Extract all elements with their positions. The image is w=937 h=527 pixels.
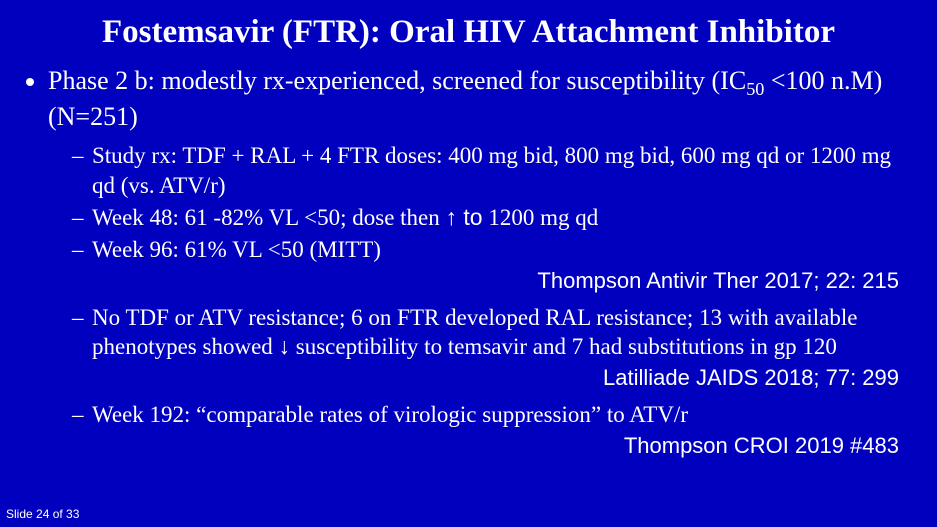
reference-latilliade-2018: Latilliade JAIDS 2018; 77: 299 (48, 364, 909, 392)
slide-number: Slide 24 of 33 (6, 507, 79, 521)
week48-pre: Week 48: 61 -82% VL <50; dose then (92, 205, 446, 230)
bullet-list: Phase 2 b: modestly rx-experienced, scre… (28, 65, 909, 459)
sub-bullet-list-2: No TDF or ATV resistance; 6 on FTR devel… (48, 303, 909, 363)
slide-title: Fostemsavir (FTR): Oral HIV Attachment I… (28, 14, 909, 51)
ic50-subscript: 50 (746, 79, 764, 99)
sub-resistance: No TDF or ATV resistance; 6 on FTR devel… (72, 303, 909, 363)
slide: Fostemsavir (FTR): Oral HIV Attachment I… (0, 0, 937, 527)
bullet-text-pre: Phase 2 b: modestly rx-experienced, scre… (48, 66, 746, 95)
sub-bullet-list: Study rx: TDF + RAL + 4 FTR doses: 400 m… (48, 141, 909, 265)
sub-bullet-list-3: Week 192: “comparable rates of virologic… (48, 400, 909, 430)
sub-week48: Week 48: 61 -82% VL <50; dose then ↑ to … (72, 203, 909, 233)
bullet-phase2b: Phase 2 b: modestly rx-experienced, scre… (48, 65, 909, 459)
reference-thompson-2019: Thompson CROI 2019 #483 (48, 432, 909, 460)
sub-study-rx: Study rx: TDF + RAL + 4 FTR doses: 400 m… (72, 141, 909, 201)
reference-thompson-2017: Thompson Antivir Ther 2017; 22: 215 (48, 267, 909, 295)
sub-week192: Week 192: “comparable rates of virologic… (72, 400, 909, 430)
up-arrow-text: ↑ to (446, 204, 483, 230)
sub-week96: Week 96: 61% VL <50 (MITT) (72, 235, 909, 265)
week48-post: 1200 mg qd (483, 205, 599, 230)
